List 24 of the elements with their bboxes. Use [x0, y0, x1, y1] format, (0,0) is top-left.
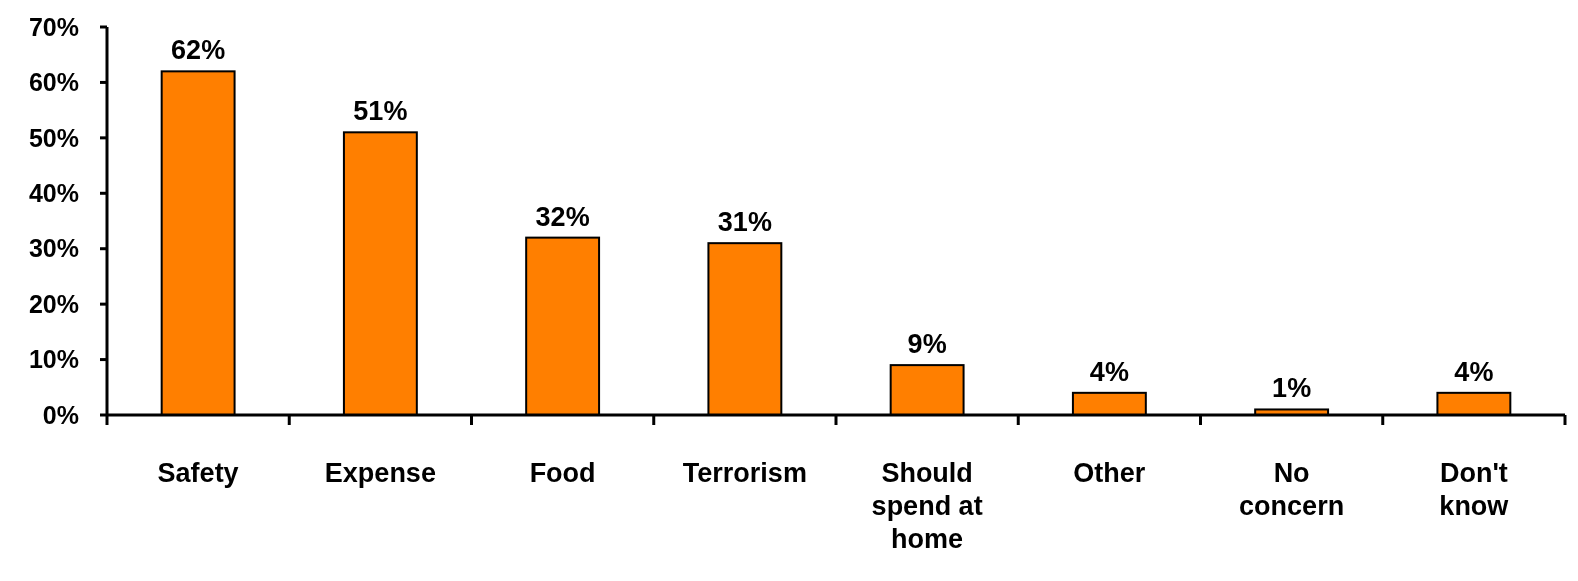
y-tick-label: 40% [28, 179, 79, 208]
data-label: 51% [353, 96, 408, 127]
x-tick-label: Safety [157, 458, 239, 488]
x-tick-label: No concern [1239, 458, 1345, 521]
x-tick-label: Don't know [1439, 458, 1510, 521]
x-tick-label: Terrorism [682, 458, 807, 488]
x-tick-label: Other [1073, 458, 1146, 488]
data-label: 62% [171, 35, 226, 66]
data-label: 9% [907, 329, 947, 360]
y-tick-label: 20% [28, 289, 79, 318]
y-tick-label: 70% [28, 12, 79, 41]
data-label: 1% [1272, 373, 1312, 404]
y-tick-label: 60% [28, 68, 79, 97]
data-label: 4% [1454, 356, 1494, 387]
y-tick-label: 50% [28, 123, 79, 152]
x-tick-label: Should spend at home [871, 458, 983, 554]
data-label: 32% [535, 201, 590, 232]
y-tick-label: 30% [28, 234, 79, 263]
x-tick-label: Food [529, 458, 596, 488]
y-tick-label: 0% [42, 400, 79, 429]
data-label: 4% [1089, 356, 1129, 387]
data-label: 31% [717, 207, 772, 238]
x-tick-label: Expense [324, 458, 436, 488]
y-tick-label: 10% [28, 345, 79, 374]
